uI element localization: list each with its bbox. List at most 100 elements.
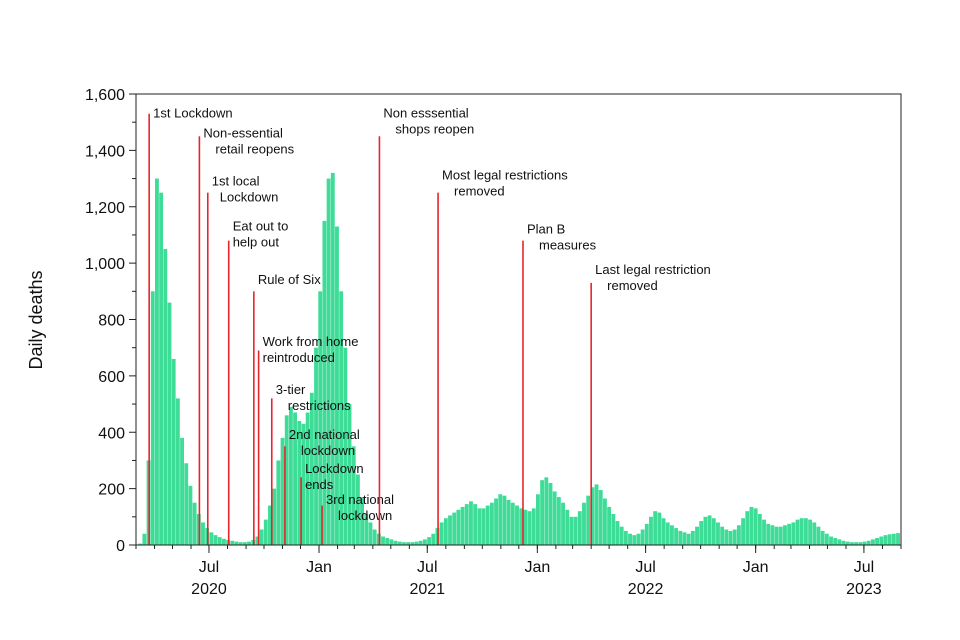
bar: [209, 532, 214, 545]
y-axis: 0 200 400 600 800 1,000 1,200 1,400 1,600: [85, 87, 136, 555]
bar: [439, 522, 444, 545]
bar: [565, 509, 570, 545]
bar: [343, 347, 348, 545]
bar: [703, 516, 708, 545]
bar: [548, 482, 553, 545]
bar: [385, 537, 390, 545]
bar: [305, 412, 310, 545]
bar: [540, 480, 545, 545]
bar: [749, 506, 754, 545]
annotation-label: help out: [233, 234, 280, 249]
bar: [799, 518, 804, 545]
bar: [510, 502, 515, 545]
bar: [870, 539, 875, 545]
y-axis-label: Daily deaths: [26, 270, 46, 369]
bar: [175, 398, 180, 545]
bar: [519, 508, 524, 545]
bar: [632, 535, 637, 545]
annotation-label: ends: [305, 477, 334, 492]
bar: [397, 541, 402, 545]
bar: [410, 542, 415, 545]
bar: [280, 437, 285, 545]
bar: [695, 526, 699, 545]
bar: [263, 519, 268, 545]
bar: [707, 515, 712, 545]
bar: [326, 178, 331, 545]
bar: [745, 511, 750, 545]
bar: [858, 542, 863, 545]
annotation-label: Lockdown: [220, 189, 279, 204]
bar: [619, 526, 624, 545]
bar: [866, 540, 871, 545]
bar: [180, 437, 184, 545]
annotation-label: removed: [454, 184, 505, 199]
bar: [569, 516, 574, 545]
bar: [778, 526, 783, 545]
annotation-label: Non esssential: [383, 106, 468, 121]
x-tick-label: Jan: [306, 559, 332, 576]
bar: [640, 529, 645, 545]
annotation-label: 1st Lockdown: [153, 106, 233, 121]
bar: [443, 518, 448, 545]
bar: [527, 511, 532, 545]
y-tick-label: 800: [98, 313, 125, 330]
y-tick-label: 200: [98, 482, 125, 499]
bar: [498, 494, 503, 545]
bar: [477, 508, 482, 545]
bar: [615, 521, 620, 545]
bar: [736, 525, 741, 545]
annotation-label: Rule of Six: [258, 272, 321, 287]
bar: [347, 404, 352, 545]
x-tick-label: Jul: [417, 559, 437, 576]
bar: [649, 516, 653, 545]
bar: [293, 412, 298, 545]
bar: [360, 497, 365, 545]
y-tick-label: 400: [98, 425, 125, 442]
bar: [222, 538, 226, 545]
bar: [414, 541, 419, 545]
annotation-label: lockdown: [338, 508, 392, 523]
bar: [544, 477, 549, 545]
bar: [351, 446, 356, 545]
bar: [711, 518, 716, 545]
bar: [716, 522, 720, 545]
bar: [427, 537, 431, 545]
bar: [791, 522, 796, 545]
bar: [297, 420, 302, 545]
bar: [590, 487, 595, 545]
bar: [582, 502, 586, 545]
annotation-label: Non-essential: [203, 125, 283, 140]
bar: [234, 541, 239, 545]
bar: [201, 522, 205, 545]
bar: [854, 542, 859, 545]
bar: [381, 536, 385, 545]
bar: [431, 533, 436, 545]
annotation-label: restrictions: [288, 398, 351, 413]
x-tick-label: Jul: [854, 559, 874, 576]
bar: [686, 533, 691, 545]
bar: [665, 522, 670, 545]
bar: [850, 542, 854, 545]
bar: [552, 491, 557, 545]
bar: [422, 539, 427, 545]
plot-frame: [135, 93, 902, 546]
bar: [690, 530, 695, 545]
bar: [682, 532, 687, 545]
bar: [188, 485, 193, 545]
bar: [820, 530, 825, 545]
bar: [724, 529, 729, 545]
x-year-label: 2021: [409, 581, 445, 598]
annotation-label: retail reopens: [215, 141, 294, 156]
bar: [276, 460, 281, 545]
bar: [841, 540, 846, 545]
bar: [142, 533, 147, 545]
bar: [284, 415, 289, 545]
y-tick-label: 1,400: [85, 143, 125, 160]
y-tick-label: 1,600: [85, 87, 125, 104]
bar: [418, 540, 423, 545]
annotation-label: Plan B: [527, 221, 565, 236]
bar: [699, 521, 704, 545]
bar: [301, 423, 306, 545]
bar: [577, 511, 582, 545]
